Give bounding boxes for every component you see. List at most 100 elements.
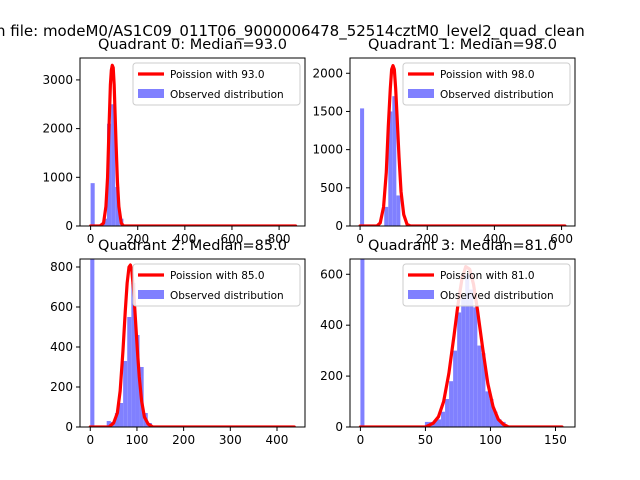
x-tick-label: 0 [357, 433, 365, 447]
histogram-bar [432, 420, 438, 427]
axes-frame [349, 57, 576, 227]
histogram-bar [477, 345, 482, 427]
histogram-bar [445, 399, 450, 427]
legend-histogram-label: Observed distribution [440, 89, 554, 101]
histogram-bar [384, 206, 389, 226]
y-tick-label: 0 [65, 219, 73, 233]
histogram-bar [388, 111, 393, 226]
axes-frame [79, 57, 306, 227]
y-tick-label: 1000 [42, 170, 73, 184]
legend-poisson-label: Poission with 98.0 [440, 69, 535, 81]
histogram-bar [461, 297, 466, 427]
histogram-bar [115, 187, 120, 226]
histogram-bar [90, 259, 95, 427]
poisson-line [88, 263, 296, 427]
y-tick-label: 2000 [312, 66, 343, 80]
y-tick-label: 2000 [42, 122, 73, 136]
x-tick-label: 0 [87, 232, 95, 246]
subplot-quadrant-0: 0 200 400 600 800 0 1000 2000 3000 Quadrant 0: Me… [42, 37, 306, 246]
histogram-bar [465, 274, 470, 427]
legend-histogram-swatch [408, 290, 434, 299]
x-tick-label: 400 [266, 433, 289, 447]
x-tick-label: 100 [479, 433, 502, 447]
legend-histogram-swatch [138, 89, 164, 98]
x-tick-label: 200 [172, 433, 195, 447]
subplot-title: Quadrant 3: Median=81.0 [368, 238, 557, 254]
x-tick-label: 300 [219, 433, 242, 447]
x-tick-label: 400 [483, 232, 506, 246]
histogram-bar [119, 403, 124, 427]
histogram-bar [449, 381, 454, 427]
subplot-title: Quadrant 0: Median=93.0 [98, 37, 287, 53]
y-tick-label: 0 [335, 219, 343, 233]
histogram-bar [441, 411, 446, 427]
axes-frame [79, 258, 306, 428]
x-tick-label: 800 [268, 232, 291, 246]
y-tick-label: 3000 [42, 73, 73, 87]
x-tick-label: 400 [173, 232, 196, 246]
y-tick-label: 200 [50, 380, 73, 394]
y-tick-label: 500 [320, 181, 343, 195]
histogram-bar [489, 399, 494, 427]
histogram-bar [485, 391, 490, 427]
legend-histogram-swatch [408, 89, 434, 98]
y-tick-label: 600 [50, 300, 73, 314]
histogram-bar [473, 307, 478, 427]
y-tick-label: 400 [50, 340, 73, 354]
histogram-bar [135, 335, 140, 427]
subplot-title: Quadrant 1: Median=98.0 [368, 37, 557, 53]
legend: Poission with 81.0 Observed distribution [402, 263, 571, 307]
histogram-bar [453, 350, 458, 427]
histogram-bar [424, 421, 429, 427]
histogram-bar [360, 108, 365, 226]
legend-poisson-label: Poission with 81.0 [440, 270, 535, 282]
plot-area-2 [88, 259, 296, 427]
y-tick-label: 1000 [312, 143, 343, 157]
legend-histogram-swatch [138, 290, 164, 299]
legend-poisson-label: Poission with 85.0 [170, 270, 265, 282]
legend: Poission with 98.0 Observed distribution [402, 62, 571, 106]
histogram-bar [127, 317, 132, 427]
y-tick-label: 400 [320, 318, 343, 332]
x-tick-label: 100 [125, 433, 148, 447]
histogram-bar [457, 312, 462, 427]
histogram-bar [392, 96, 397, 226]
legend-box [132, 62, 301, 106]
histogram-bar [106, 421, 111, 427]
x-tick-label: 150 [544, 433, 567, 447]
plot-area-0 [88, 63, 298, 226]
subplot-title: Quadrant 2: Median=85.0 [98, 238, 287, 254]
x-tick-label: 200 [416, 232, 439, 246]
legend-box [402, 263, 571, 307]
x-tick-label: 600 [550, 232, 573, 246]
poisson-line [88, 63, 298, 226]
x-tick-label: 50 [418, 433, 433, 447]
figure-suptitle: n file: modeM0/AS1C09_011T06_9000006478_… [0, 22, 585, 41]
histogram-bar [111, 104, 116, 226]
histogram-bar [114, 413, 120, 427]
x-tick-label: 200 [126, 232, 149, 246]
x-tick-label: 0 [86, 433, 94, 447]
y-tick-label: 200 [320, 369, 343, 383]
histogram-bar [360, 259, 365, 427]
legend-histogram-label: Observed distribution [440, 290, 554, 302]
histogram-bar [90, 183, 95, 226]
legend-poisson-label: Poission with 93.0 [170, 69, 265, 81]
histogram-bar [481, 353, 486, 427]
histogram-bar [493, 411, 498, 427]
legend-histogram-label: Observed distribution [170, 89, 284, 101]
plot-area-3 [358, 259, 564, 427]
poisson-line [358, 64, 567, 226]
legend-box [132, 263, 301, 307]
axes-frame [349, 258, 576, 428]
legend: Poission with 93.0 Observed distribution [132, 62, 301, 106]
y-tick-label: 1500 [312, 104, 343, 118]
legend: Poission with 85.0 Observed distribution [132, 263, 301, 307]
histogram-bar [123, 361, 128, 427]
y-tick-label: 0 [335, 420, 343, 434]
legend-histogram-label: Observed distribution [170, 290, 284, 302]
x-tick-label: 600 [221, 232, 244, 246]
histogram-bar [396, 195, 401, 226]
x-tick-label: 0 [356, 232, 364, 246]
